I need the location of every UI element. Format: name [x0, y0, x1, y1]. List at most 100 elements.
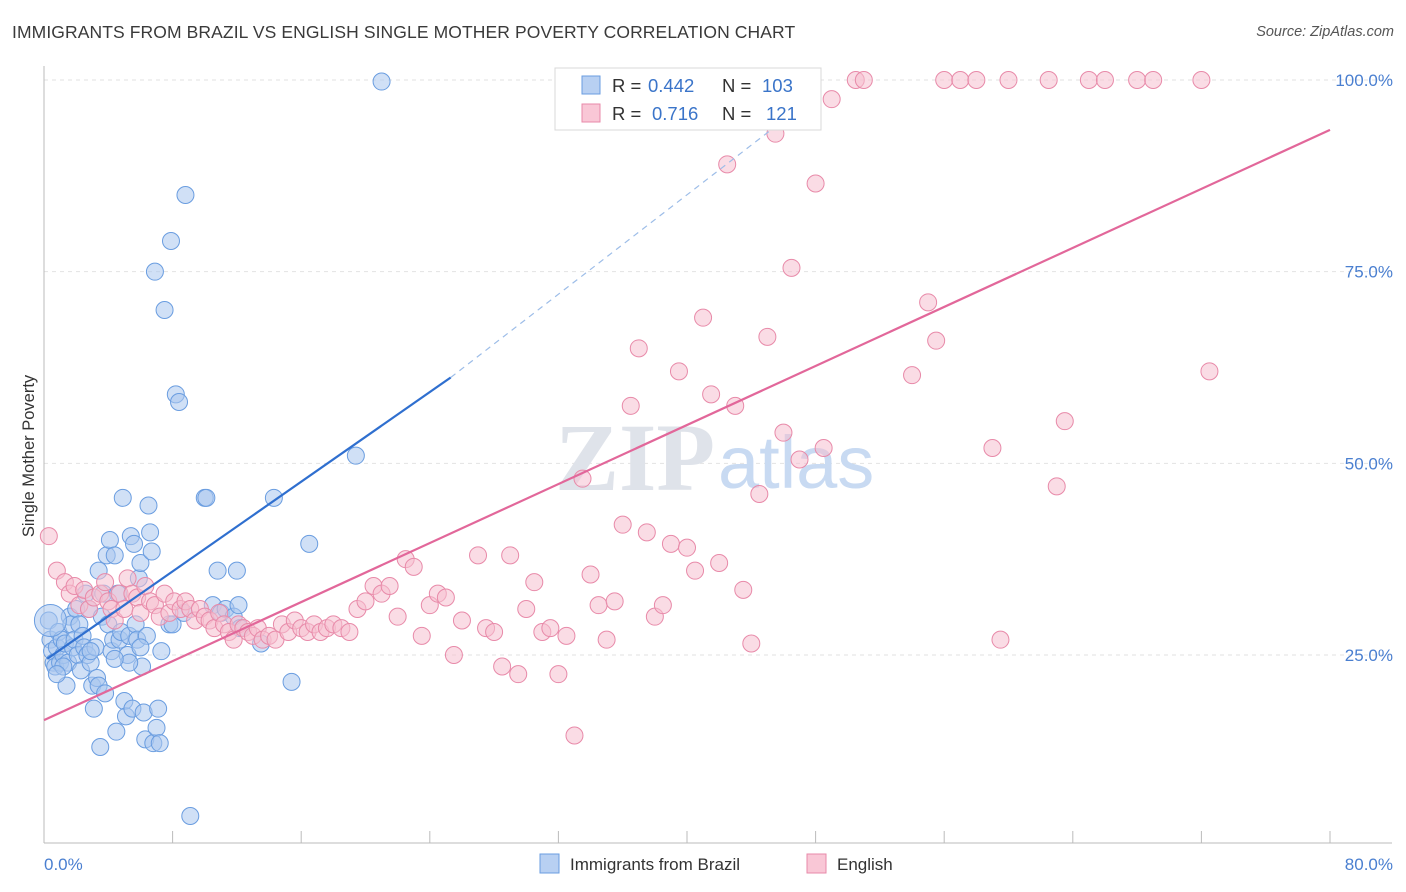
point-english: [935, 71, 954, 89]
point-english: [131, 603, 150, 622]
watermark: ZIP atlas: [555, 404, 874, 511]
point-brazil: [170, 393, 189, 411]
point-english: [927, 331, 946, 350]
point-english: [380, 577, 399, 595]
point-brazil: [161, 232, 180, 250]
stats-n-english: 121: [766, 103, 797, 124]
point-brazil: [145, 262, 164, 281]
point-english: [96, 573, 115, 592]
watermark-zip: ZIP: [555, 404, 715, 511]
point-brazil-large: [33, 604, 67, 637]
point-english: [1192, 71, 1211, 89]
point-english: [597, 630, 616, 649]
point-english: [1095, 71, 1114, 89]
stats-n-label-english: N =: [722, 103, 751, 124]
point-english: [436, 588, 455, 607]
y-tick-label-100: 100.0%: [1335, 71, 1393, 90]
point-brazil: [81, 642, 100, 661]
trend-line-brazil-extrapolated: [450, 88, 825, 378]
point-english: [485, 623, 504, 641]
y-tick-label-25: 25.0%: [1345, 646, 1393, 665]
point-english: [412, 626, 431, 645]
point-english: [388, 607, 407, 626]
chart-title: IMMIGRANTS FROM BRAZIL VS ENGLISH SINGLE…: [12, 22, 796, 42]
point-english: [637, 523, 656, 542]
point-brazil: [372, 72, 391, 91]
point-english: [1200, 362, 1219, 381]
point-brazil: [107, 722, 126, 741]
point-english: [806, 174, 825, 193]
point-brazil: [105, 649, 124, 668]
trend-lines: [43, 88, 1331, 722]
point-english: [758, 327, 777, 346]
y-tick-label-75: 75.0%: [1345, 263, 1393, 282]
point-brazil: [150, 734, 169, 753]
point-brazil: [197, 488, 216, 507]
point-english: [919, 293, 938, 312]
point-brazil: [131, 638, 150, 657]
point-brazil: [227, 561, 246, 580]
point-english: [509, 665, 528, 684]
point-english: [710, 554, 729, 572]
point-english: [1055, 412, 1074, 431]
point-english: [854, 71, 873, 89]
point-english: [493, 657, 512, 676]
point-english: [702, 385, 721, 404]
point-brazil: [131, 554, 150, 572]
point-brazil: [113, 488, 132, 507]
point-english: [356, 592, 375, 611]
point-english: [734, 580, 753, 599]
point-english: [991, 630, 1010, 649]
point-english: [589, 596, 608, 615]
legend-swatch-english: [806, 853, 827, 874]
point-brazil: [282, 672, 301, 691]
point-english: [549, 665, 568, 684]
stats-n-label-brazil: N =: [722, 75, 751, 96]
y-tick-labels: 25.0% 50.0% 75.0% 100.0%: [1335, 71, 1393, 665]
point-english: [822, 90, 841, 109]
point-english: [1144, 71, 1163, 89]
point-english: [653, 596, 672, 615]
point-english: [39, 527, 58, 546]
stats-swatch-english: [581, 103, 601, 123]
legend-label-brazil: Immigrants from Brazil: [570, 855, 740, 874]
point-english: [718, 155, 737, 174]
point-brazil: [176, 186, 195, 204]
point-english: [814, 439, 833, 457]
point-english: [118, 569, 137, 588]
point-english: [694, 308, 713, 327]
point-english: [774, 423, 793, 442]
point-brazil: [47, 665, 66, 684]
stats-box: R = 0.442 N = 103 R = 0.716 N = 121: [554, 67, 822, 131]
data-points: [33, 71, 1219, 825]
point-brazil: [264, 488, 283, 507]
point-english: [517, 600, 536, 618]
legend-label-english: English: [837, 855, 893, 874]
point-english: [678, 538, 696, 557]
point-brazil: [300, 534, 319, 553]
stats-swatch-brazil: [581, 75, 601, 95]
point-brazil: [208, 561, 227, 580]
point-brazil: [346, 446, 365, 465]
point-english: [541, 619, 560, 638]
point-brazil: [125, 534, 144, 553]
point-brazil: [181, 807, 200, 825]
legend: Immigrants from Brazil English: [539, 853, 893, 874]
point-english: [629, 339, 648, 358]
stats-r-brazil: 0.442: [648, 75, 694, 96]
point-brazil: [100, 531, 119, 549]
point-english: [782, 258, 801, 277]
point-brazil: [149, 699, 168, 718]
point-brazil: [84, 699, 103, 718]
point-brazil: [155, 301, 174, 319]
trend-line-english: [43, 128, 1331, 722]
point-english: [999, 71, 1018, 89]
stats-r-english: 0.716: [652, 103, 698, 124]
point-brazil: [139, 496, 158, 515]
point-english: [967, 71, 986, 89]
point-english: [525, 573, 544, 592]
point-english: [557, 626, 576, 645]
point-english: [790, 450, 809, 469]
x-tick-max: 80.0%: [1345, 855, 1393, 874]
